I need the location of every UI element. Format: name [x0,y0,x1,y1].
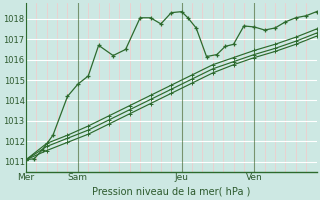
X-axis label: Pression niveau de la mer( hPa ): Pression niveau de la mer( hPa ) [92,187,251,197]
